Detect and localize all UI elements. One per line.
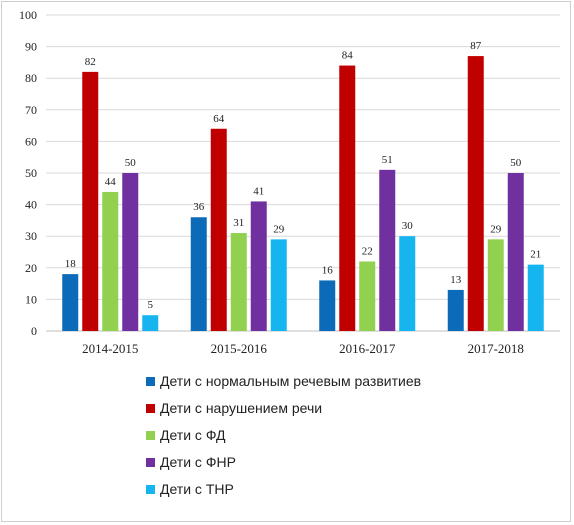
bar [190, 217, 207, 331]
legend-swatch [146, 404, 155, 413]
legend-swatch [146, 431, 155, 440]
data-label: 44 [105, 176, 117, 188]
bar [339, 65, 356, 331]
data-label: 51 [382, 154, 393, 166]
data-label: 22 [362, 245, 373, 257]
bar [319, 280, 336, 331]
legend: Дети с нормальным речевым развитиев Дети … [146, 373, 421, 497]
y-tick-label: 90 [25, 40, 37, 54]
y-tick-label: 60 [25, 134, 37, 148]
bar [142, 315, 159, 331]
bar [270, 239, 287, 331]
y-tick-label: 100 [19, 8, 37, 22]
data-label: 41 [253, 185, 264, 197]
y-tick-label: 10 [25, 292, 37, 306]
bar [230, 233, 247, 331]
legend-label: Дети с ТНР [160, 481, 234, 497]
data-label: 64 [213, 113, 225, 125]
data-label: 30 [402, 220, 414, 232]
data-label: 31 [233, 217, 244, 229]
data-label: 18 [65, 258, 77, 270]
y-tick-label: 0 [31, 324, 37, 338]
legend-label: Дети с ФД [160, 427, 226, 443]
data-label: 50 [125, 157, 137, 169]
bar [62, 274, 79, 331]
x-tick-label: 2017-2018 [468, 341, 524, 356]
bar [379, 169, 396, 331]
bar [467, 56, 484, 332]
bar [447, 289, 464, 331]
bar [487, 239, 504, 331]
bar [82, 71, 99, 331]
bar [122, 173, 139, 331]
data-label: 29 [490, 223, 502, 235]
data-label: 29 [273, 223, 285, 235]
data-label: 36 [193, 201, 205, 213]
data-label: 84 [342, 50, 354, 62]
x-axis-ticks: 2014-2015 2015-2016 2016-2017 2017-2018 [82, 341, 524, 356]
data-label: 82 [85, 56, 96, 68]
legend-swatch [146, 377, 155, 386]
y-tick-label: 50 [25, 166, 37, 180]
bar [250, 201, 267, 331]
bar [399, 236, 416, 331]
bar [359, 261, 376, 331]
data-labels: 18 82 44 50 5 36 64 31 41 29 16 84 22 51 30 13 87 29 50 21 [65, 40, 542, 311]
x-tick-label: 2016-2017 [339, 341, 396, 356]
legend-label: Дети с ФНР [160, 454, 236, 470]
y-axis-ticks: 0 10 20 30 40 50 60 70 80 90 100 [19, 8, 37, 338]
y-tick-label: 40 [25, 198, 37, 212]
bar [102, 191, 119, 331]
data-label: 87 [470, 40, 482, 52]
bars [62, 56, 544, 332]
data-label: 16 [322, 264, 334, 276]
data-label: 13 [450, 274, 462, 286]
y-tick-label: 30 [25, 229, 37, 243]
y-tick-label: 80 [25, 71, 37, 85]
legend-swatch [146, 485, 155, 494]
x-tick-label: 2015-2016 [211, 341, 268, 356]
x-tick-label: 2014-2015 [82, 341, 138, 356]
bar [210, 128, 227, 331]
legend-swatch [146, 458, 155, 467]
y-tick-label: 70 [25, 103, 37, 117]
y-tick-label: 20 [25, 261, 37, 275]
bar [527, 264, 544, 331]
data-label: 21 [530, 249, 541, 261]
bar [507, 173, 524, 331]
legend-label: Дети с нормальным речевым развитиев [160, 373, 421, 389]
data-label: 5 [148, 299, 154, 311]
legend-label: Дети с нарушением речи [160, 400, 322, 416]
data-label: 50 [510, 157, 522, 169]
